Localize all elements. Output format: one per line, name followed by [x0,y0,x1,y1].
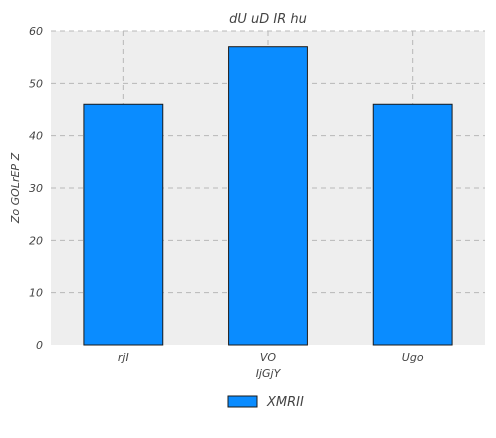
legend-label: XMRII [266,395,304,410]
y-tick-label: 50 [29,77,43,90]
legend-swatch [227,395,258,408]
y-tick-label: 30 [29,182,43,195]
bar-1 [228,46,308,346]
x-axis-label: IjGjY [256,367,282,380]
bar-2 [372,103,453,346]
y-tick-label: 10 [29,287,43,300]
y-tick-label: 20 [29,234,43,247]
x-tick-label: VO [260,351,277,364]
chart-title: dU uD IR hu [229,12,307,27]
y-tick-label: 60 [29,25,43,38]
bars [83,46,453,346]
y-axis-ticks: 0 10 20 30 40 50 60 [29,25,43,352]
y-tick-label: 0 [36,339,43,352]
y-tick-label: 40 [29,130,43,143]
bar-0 [83,103,164,346]
x-tick-label: Ugo [402,351,424,364]
y-axis-label: Zo GOLrEP Z [9,152,22,224]
x-axis-ticks: rjI VO Ugo [118,351,424,364]
x-tick-label: rjI [118,351,129,364]
legend: XMRII [227,395,304,410]
